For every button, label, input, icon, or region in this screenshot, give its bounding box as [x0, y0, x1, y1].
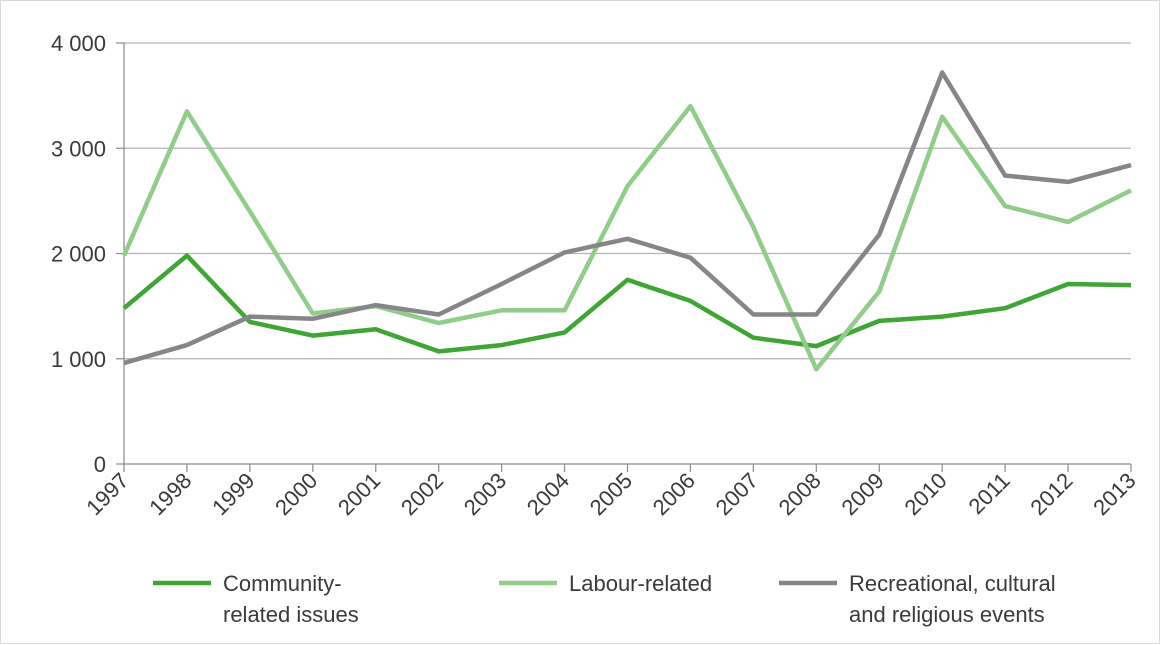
x-tick-label: 2009 — [836, 468, 888, 520]
x-tick-label: 2006 — [648, 468, 700, 520]
x-tick-label: 2013 — [1088, 468, 1140, 520]
x-tick-label: 1997 — [81, 468, 133, 520]
legend-label-2: Labour-related — [569, 571, 712, 596]
legend-label-3: Recreational, cultural and religious even… — [849, 571, 1056, 627]
legend: Community-related issues Labour-related Re… — [153, 571, 1056, 627]
x-tick-label: 2005 — [585, 468, 637, 520]
x-tick-label: 2012 — [1025, 468, 1077, 520]
y-tick-label: 1 000 — [51, 347, 106, 372]
y-tick-label: 2 000 — [51, 242, 106, 267]
x-tick-label: 2001 — [333, 468, 385, 520]
x-tick-label: 2003 — [459, 468, 511, 520]
series-line-1 — [122, 253, 1132, 354]
x-tick-label: 2002 — [396, 468, 448, 520]
grid-lines — [124, 42, 1131, 360]
y-tick-label: 4 000 — [51, 31, 106, 56]
x-tick-label: 1999 — [207, 468, 259, 520]
x-tick-label: 2000 — [270, 468, 322, 520]
x-axis-ticks: 1997 1998 1999 2000 2001 2002 2003 2004 2005 2006… — [81, 464, 1141, 520]
x-tick-label: 2008 — [774, 468, 826, 520]
x-tick-label: 1998 — [144, 468, 196, 520]
x-tick-label: 2007 — [711, 468, 763, 520]
series-lines — [121, 70, 1133, 372]
x-tick-label: 2010 — [899, 468, 951, 520]
legend-label-1: Community-related issues — [223, 571, 359, 627]
y-tick-label: 0 — [94, 452, 106, 477]
y-axis-ticks: 0 1 000 2 000 3 000 4 000 — [51, 31, 124, 477]
x-tick-label: 2011 — [964, 468, 1015, 519]
series-line-2 — [121, 103, 1133, 372]
series-line-3 — [123, 70, 1132, 366]
y-tick-label: 3 000 — [51, 136, 106, 161]
x-tick-label: 2004 — [522, 468, 574, 520]
